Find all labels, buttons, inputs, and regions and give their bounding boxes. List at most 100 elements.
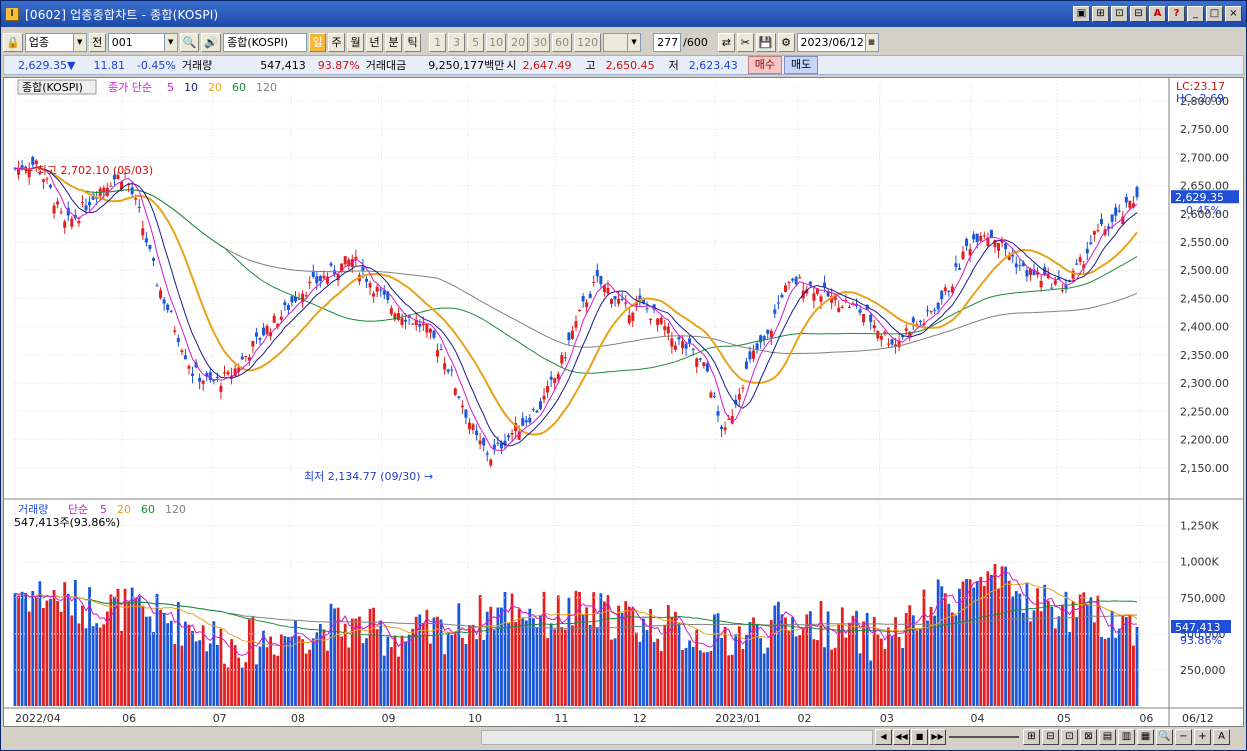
arrows-icon[interactable]: ⇄ [717,32,735,52]
volume-bar [990,574,993,706]
zoom-slider[interactable] [949,736,1019,738]
font-icon[interactable]: A [1213,729,1230,745]
volume-bar [478,595,482,706]
candle-body [325,276,329,284]
minute-20-button[interactable]: 20 [508,32,529,52]
candle-body [144,238,148,243]
candle-body [112,175,116,180]
volume-bar [943,593,947,706]
minute-3-button[interactable]: 3 [448,32,466,52]
link-icon[interactable]: ▣ [1073,6,1090,22]
market-type-select[interactable]: 업종 ▼ [24,32,87,52]
volume-bar [1085,604,1089,706]
volume-bar [606,595,610,706]
volume-bar [705,652,709,706]
period-year-button[interactable]: 년 [366,32,384,52]
minute-120-button[interactable]: 120 [574,32,602,52]
date-input[interactable]: 2023/06/12 ▦ [796,32,879,52]
stop-button[interactable]: ■ [911,729,928,745]
candle-body [226,371,230,375]
candle-body [159,290,163,299]
open-label: 시 [506,59,517,72]
save-icon[interactable]: 💾 [755,32,776,52]
lock-icon[interactable]: 🔒 [3,32,23,52]
minus-icon[interactable]: − [1175,729,1192,745]
volume-bar [784,617,787,706]
candle-body [1004,243,1008,249]
volume-bar [212,621,216,706]
minute-10-button[interactable]: 10 [486,32,507,52]
period-month-button[interactable]: 월 [347,32,365,52]
volume-bar [780,614,784,706]
plus-icon[interactable]: + [1194,729,1211,745]
settings-icon[interactable]: ⚙ [777,32,795,52]
candle-body [123,172,127,174]
candle-body [311,271,315,277]
candle-body [1018,265,1022,267]
volume-bar [375,629,379,706]
crosshair-icon[interactable]: ✂ [736,32,754,52]
minimize-button[interactable]: _ [1187,6,1204,22]
tool-icon[interactable]: ⊠ [1080,729,1097,745]
tool-icon[interactable]: ⊡ [1061,729,1078,745]
close-button[interactable]: × [1225,6,1242,22]
index-name-field: 종합(KOSPI) [223,32,308,52]
fast-forward-button[interactable]: ▶▶ [929,729,946,745]
print-icon[interactable]: ⊞ [1092,6,1109,22]
period-tick-button[interactable]: 틱 [404,32,422,52]
minute-1-button[interactable]: 1 [429,32,447,52]
save-screen-icon[interactable]: ⊡ [1111,6,1128,22]
candle-body [876,330,880,339]
candle-body [766,329,770,334]
volume-bar [759,638,763,706]
sell-button[interactable]: 매도 [784,56,819,74]
volume-bar [304,653,308,706]
candlestick-chart[interactable]: 2,800.00 2,750.00 2,700.00 2,650.00 2,600.00… [4,78,1243,726]
volume-bar [798,635,802,706]
help-icon[interactable]: ? [1168,6,1185,22]
buy-button[interactable]: 매수 [747,56,782,74]
volume-bar [233,645,237,706]
volume-bar [1025,583,1029,706]
tool-icon[interactable]: ▥ [1118,729,1135,745]
volume-bar [215,645,219,706]
tool-icon[interactable]: ⊟ [1042,729,1059,745]
candle-body [556,374,560,380]
tool-icon[interactable]: ▤ [1099,729,1116,745]
tool-icon[interactable]: ⊞ [1023,729,1040,745]
candle-body [414,319,418,326]
horizontal-scrollbar[interactable] [481,730,873,745]
volume-bar [958,588,961,706]
candle-body [989,230,993,238]
minute-30-button[interactable]: 30 [530,32,551,52]
period-minute-button[interactable]: 분 [385,32,403,52]
period-day-button[interactable]: 일 [309,32,327,52]
candle-body [1121,216,1125,225]
code-input[interactable]: 001 ▼ [107,32,178,52]
period-week-button[interactable]: 주 [328,32,346,52]
tool-icon[interactable]: ▦ [1137,729,1154,745]
volume-bar [883,649,887,706]
prev-button[interactable]: 전 [88,32,106,52]
volume-bar [847,622,851,706]
volume-bar [972,587,976,706]
candle-body [705,363,709,372]
down-arrow-icon: ▼ [66,58,76,72]
zoom-icon[interactable]: 🔍 [1156,729,1173,745]
pin-icon[interactable]: ⊟ [1130,6,1147,22]
volume-bar [531,618,535,706]
low-marker-label: 최저 2,134.77 (09/30) → [304,470,433,483]
minute-5-button[interactable]: 5 [467,32,485,52]
fast-back-button[interactable]: ◀◀ [893,729,910,745]
minute-custom-select[interactable]: ▼ [603,32,642,52]
minute-60-button[interactable]: 60 [552,32,573,52]
maximize-button[interactable]: □ [1206,6,1223,22]
search-icon[interactable]: 🔍 [179,32,200,52]
chart-area[interactable]: 2,800.00 2,750.00 2,700.00 2,650.00 2,600.00… [3,77,1244,727]
volume-ma-legend-label: 단순 [68,503,88,516]
y-tick-label: 2,450.00 [1180,292,1229,305]
font-size-icon[interactable]: A [1149,6,1166,22]
speaker-icon[interactable]: 🔊 [201,32,222,52]
scroll-left-button[interactable]: ◀ [875,729,892,745]
count-input[interactable]: 277 [653,32,682,52]
